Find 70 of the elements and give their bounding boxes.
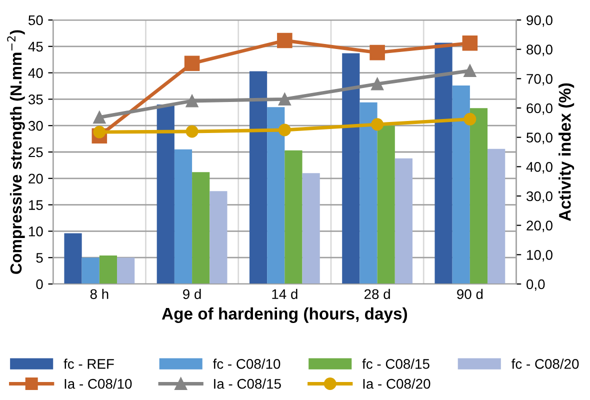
- y-tick-label: 20: [28, 174, 43, 184]
- y2-tick-label: 90,0: [526, 15, 552, 27]
- x-tick-label: 90 d: [457, 288, 483, 300]
- bar: [377, 126, 395, 284]
- bar: [82, 258, 100, 284]
- y2-tick-label: 20,0: [526, 220, 552, 232]
- y-tick-label: 10: [28, 226, 43, 236]
- x-tick-label: 8 h: [90, 288, 108, 300]
- bar: [452, 85, 470, 284]
- point: [370, 44, 385, 60]
- y-tick-label: 40: [28, 68, 43, 78]
- y-tick-label: 45: [28, 42, 43, 52]
- bar: [174, 149, 192, 284]
- point: [184, 56, 200, 72]
- point: [464, 112, 476, 126]
- y-tick-label: 30: [28, 120, 43, 131]
- legend-label: fc - C08/20: [512, 358, 579, 369]
- x-tick-label: 9 d: [183, 288, 201, 300]
- bar: [64, 233, 82, 284]
- bar: [192, 172, 210, 284]
- legend-label: Ia - C08/15: [214, 378, 281, 389]
- bar: [99, 255, 118, 284]
- point: [278, 92, 291, 106]
- y2-tick-label: 30,0: [526, 191, 552, 203]
- point: [371, 118, 384, 131]
- bar: [284, 150, 302, 284]
- bar: [360, 102, 378, 284]
- legend-label: Ia - C08/20: [363, 378, 430, 389]
- bar: [394, 158, 413, 284]
- bar: [156, 104, 174, 284]
- point: [464, 64, 476, 77]
- bar: [488, 148, 506, 284]
- y2-tick-label: 40,0: [526, 162, 552, 174]
- point: [371, 78, 384, 90]
- y2-tick-label: 10,0: [527, 250, 552, 262]
- legend-label: fc - C08/15: [362, 358, 430, 369]
- y-tick-label: 15: [28, 200, 43, 210]
- y2-tick-label: 70,0: [526, 74, 552, 86]
- bar: [117, 258, 135, 284]
- point: [278, 124, 291, 136]
- legend-label: fc - C08/10: [212, 358, 280, 369]
- x-tick-label: 14 d: [272, 288, 298, 300]
- legend-label: fc - REF: [64, 358, 114, 369]
- y-axis-title: Compressive strength (N.mm$^{−2}$): [7, 30, 25, 274]
- bar: [302, 173, 320, 284]
- y-tick-label: 5: [36, 253, 43, 263]
- bar: [470, 108, 488, 284]
- y2-tick-label: 80,0: [526, 44, 552, 56]
- point: [462, 36, 478, 51]
- point: [93, 111, 106, 124]
- point: [186, 125, 198, 138]
- point: [186, 94, 198, 108]
- y2-axis-title: Activity index (%): [558, 83, 574, 222]
- y-tick-label: 0: [36, 279, 43, 290]
- bar: [434, 42, 452, 284]
- y2-tick-label: 60,0: [526, 103, 552, 115]
- bar: [210, 191, 228, 284]
- bar: [267, 107, 285, 284]
- point: [93, 126, 106, 138]
- y2-tick-label: 50,0: [526, 132, 552, 144]
- bar: [249, 71, 268, 284]
- legend-label: Ia - C08/10: [64, 378, 132, 389]
- point: [277, 32, 292, 48]
- y-tick-label: 50: [28, 15, 43, 26]
- bar: [342, 53, 360, 284]
- y2-tick-label: 0,0: [526, 279, 545, 291]
- y-tick-label: 25: [28, 147, 43, 158]
- x-tick-label: 28 d: [364, 288, 390, 300]
- x-axis-title: Age of hardening (hours, days): [162, 307, 408, 323]
- y-tick-label: 35: [28, 94, 43, 104]
